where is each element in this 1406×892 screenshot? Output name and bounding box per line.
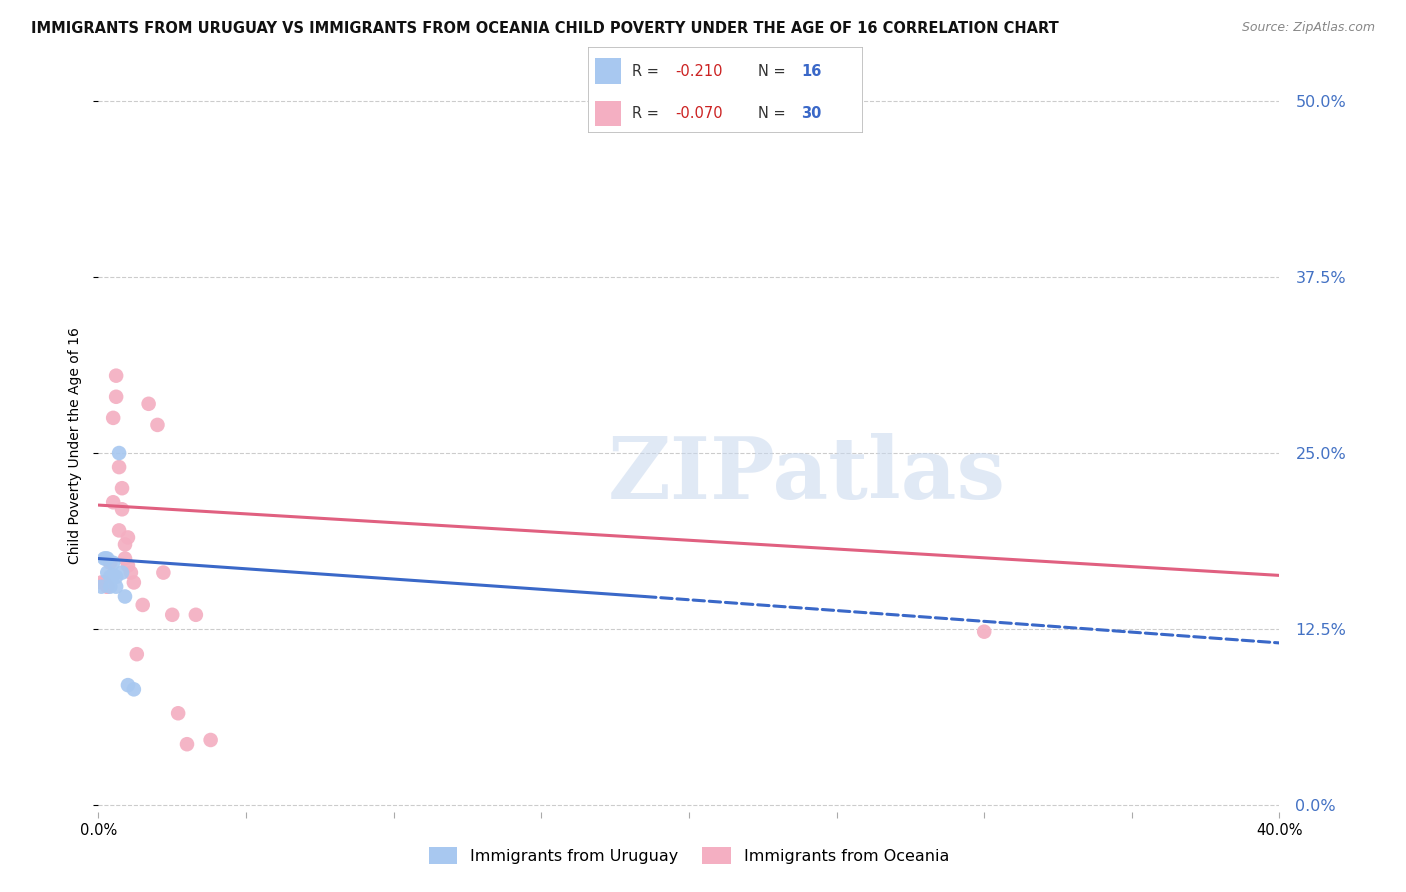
Point (108, 460, 131, 475)
Point (90, 575, 112, 590)
Point (120, 566, 142, 580)
Point (98, 580, 121, 594)
Point (117, 558, 139, 573)
Point (146, 417, 169, 432)
Point (98, 570, 121, 584)
Legend: Immigrants from Uruguay, Immigrants from Oceania: Immigrants from Uruguay, Immigrants from… (422, 841, 956, 871)
Point (184, 607, 207, 622)
Text: N =: N = (758, 63, 790, 78)
Text: N =: N = (758, 106, 790, 121)
Point (93, 575, 115, 590)
Text: R =: R = (631, 63, 664, 78)
Text: IMMIGRANTS FROM URUGUAY VS IMMIGRANTS FROM OCEANIA CHILD POVERTY UNDER THE AGE O: IMMIGRANTS FROM URUGUAY VS IMMIGRANTS FR… (31, 21, 1059, 36)
Point (117, 530, 139, 544)
Text: ZIPatlas: ZIPatlas (607, 434, 1007, 517)
Point (103, 556, 125, 570)
Point (94, 551, 117, 566)
Point (111, 566, 134, 580)
Point (138, 397, 160, 411)
Text: -0.070: -0.070 (675, 106, 723, 121)
Bar (595, 101, 620, 126)
Text: 30: 30 (801, 106, 823, 121)
Point (132, 598, 155, 612)
Point (103, 495, 125, 509)
Point (973, 624, 995, 639)
Point (167, 706, 190, 721)
Point (98, 556, 121, 570)
Point (105, 580, 128, 594)
Point (90, 580, 112, 594)
Point (93, 551, 115, 566)
Point (96, 580, 118, 594)
Point (96, 551, 118, 566)
Point (108, 446, 131, 460)
Y-axis label: Child Poverty Under the Age of 16: Child Poverty Under the Age of 16 (69, 327, 83, 565)
Point (117, 678, 139, 692)
Point (114, 551, 136, 566)
Point (125, 647, 148, 661)
Point (114, 590, 136, 604)
Point (200, 733, 222, 747)
Point (96, 566, 118, 580)
Point (105, 390, 128, 404)
Bar (595, 58, 620, 84)
Point (122, 682, 145, 697)
Point (176, 737, 198, 751)
Point (152, 566, 174, 580)
Point (105, 368, 128, 383)
Text: R =: R = (631, 106, 664, 121)
Text: -0.210: -0.210 (675, 63, 723, 78)
Point (105, 570, 128, 584)
Point (103, 568, 125, 582)
Text: Source: ZipAtlas.com: Source: ZipAtlas.com (1241, 21, 1375, 34)
Point (122, 575, 145, 590)
Point (96, 580, 118, 594)
Text: 16: 16 (801, 63, 823, 78)
Point (111, 481, 134, 495)
Point (103, 410, 125, 425)
Point (162, 607, 183, 622)
Point (108, 524, 131, 538)
Point (114, 537, 136, 551)
Point (111, 502, 134, 516)
